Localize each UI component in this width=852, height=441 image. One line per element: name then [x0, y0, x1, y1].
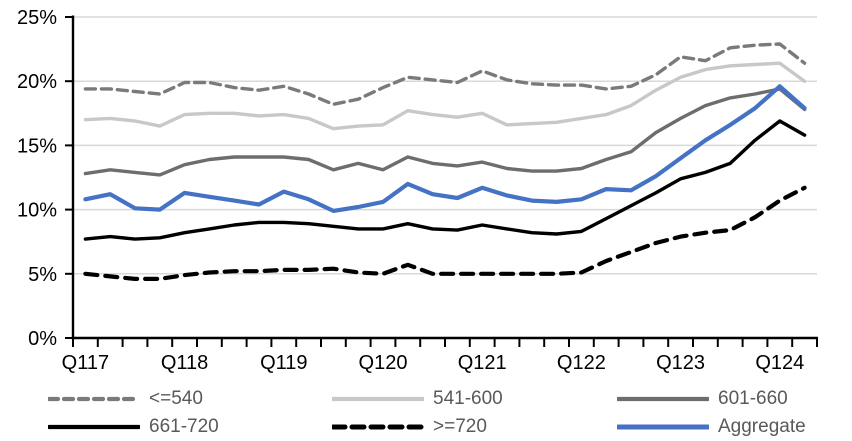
legend-label-720: >=720 [433, 416, 487, 437]
y-tick-label: 20% [17, 71, 57, 93]
legend-item-601-660: 601-660 [617, 385, 788, 412]
legend-item-540: <=540 [48, 385, 203, 412]
x-tick-label-q121: Q121 [458, 352, 507, 374]
series-line-661-720 [83, 119, 807, 241]
legend-row-2: 661-720 >=720 Aggregate [0, 413, 852, 440]
legend-swatch-541-600 [332, 396, 424, 401]
x-tick-label-q120: Q120 [359, 352, 408, 374]
y-tick-label: 10% [17, 200, 57, 222]
x-tick-label-q124: Q124 [755, 352, 804, 374]
y-tick-label: 5% [28, 264, 57, 286]
legend-label-540: <=540 [149, 388, 203, 409]
axes: 0% 5% 10% 15% 20% 25% Q117 Q118 Q119 Q120 Q121 Q122… [17, 7, 818, 374]
legend-swatch-540 [48, 396, 140, 401]
series-line-aggregate [83, 84, 807, 213]
legend-row-1: <=540 541-600 601-660 [0, 385, 852, 412]
legend-swatch-aggregate [617, 424, 709, 429]
legend-item-661-720: 661-720 [48, 413, 219, 440]
legend-item-541-600: 541-600 [332, 385, 503, 412]
series-line-601-660 [83, 87, 807, 177]
legend-label-661-720: 661-720 [149, 416, 219, 437]
legend-label-aggregate: Aggregate [718, 416, 806, 437]
y-tick-label: 25% [17, 7, 57, 29]
legend-swatch-601-660 [617, 396, 709, 401]
x-tick-label-q117: Q117 [62, 352, 109, 374]
x-tick-label-q122: Q122 [557, 352, 606, 374]
legend-swatch-720 [332, 424, 424, 429]
legend-label-601-660: 601-660 [718, 388, 788, 409]
x-tick-label-q123: Q123 [656, 352, 705, 374]
series-line-540 [83, 42, 807, 107]
chart-canvas: 0% 5% 10% 15% 20% 25% Q117 Q118 Q119 Q120 Q121 Q122… [17, 7, 818, 374]
gridlines [73, 16, 817, 275]
x-tick-label-q118: Q118 [161, 352, 208, 374]
legend-label-541-600: 541-600 [433, 388, 503, 409]
y-tick-label: 0% [28, 328, 57, 350]
series-line-720 [83, 185, 807, 281]
series-line-541-600 [83, 61, 807, 131]
chart-legend: <=540 541-600 601-660 661-720 >=720 Aggregate [0, 384, 852, 441]
y-tick-label: 15% [17, 135, 57, 157]
legend-swatch-661-720 [48, 424, 140, 429]
legend-item-720: >=720 [332, 413, 487, 440]
legend-item-aggregate: Aggregate [617, 413, 806, 440]
x-tick-label-q119: Q119 [260, 352, 307, 374]
